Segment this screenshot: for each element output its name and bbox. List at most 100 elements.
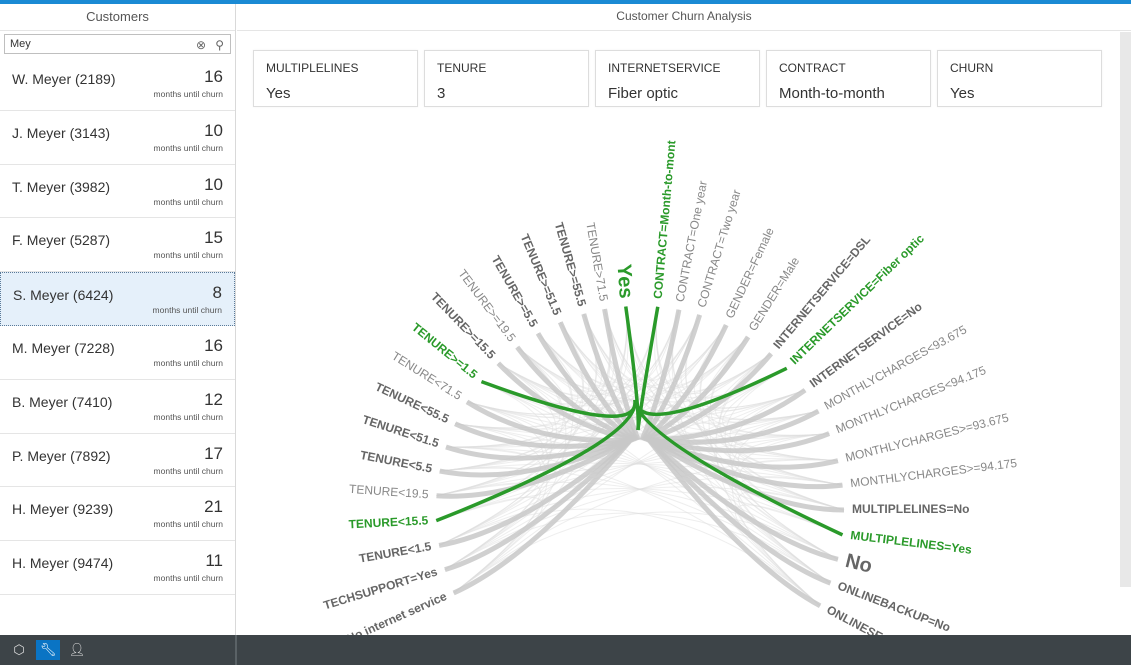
months-value: 11 (205, 551, 223, 571)
chord-link (445, 437, 632, 461)
attribute-cards: MULTIPLELINES Yes TENURE 3 INTERNETSERVICE… (253, 50, 1102, 107)
months-value: 10 (204, 120, 223, 140)
chord-link (515, 345, 635, 443)
package-icon[interactable]: ⬡ (13, 642, 25, 657)
chord-link (498, 362, 821, 607)
highlighted-link (480, 379, 637, 418)
customer-name: H. Meyer (9474) (12, 555, 114, 572)
months-value: 15 (204, 228, 223, 248)
customer-list: W. Meyer (2189) 16 months until churn J. … (0, 57, 235, 595)
chord-link (647, 438, 822, 608)
chord-link (445, 446, 821, 607)
card-value: Month-to-month (779, 85, 885, 102)
chord-link (438, 438, 632, 548)
chord-node-label[interactable]: CONTRACT=Month-to-mont (651, 140, 679, 300)
chord-link (642, 324, 729, 442)
customers-panel: Customers Mey ⊗ ⚲ W. Meyer (2189) 16 mon… (0, 4, 236, 635)
card-value: 3 (437, 85, 446, 102)
customer-list-item[interactable]: P. Meyer (7892) 17 months until churn (0, 434, 235, 488)
top-accent-bar (0, 0, 1131, 4)
customer-list-item[interactable]: W. Meyer (2189) 16 months until churn (0, 57, 235, 111)
attribute-card: CHURN Yes (937, 50, 1102, 107)
chord-link (438, 508, 821, 607)
search-value: Mey (10, 38, 31, 50)
customer-name: F. Meyer (5287) (12, 232, 111, 249)
months-caption: months until churn (153, 250, 223, 261)
months-caption: months until churn (153, 573, 223, 584)
customer-list-item[interactable]: J. Meyer (3143) 10 months until churn (0, 111, 235, 165)
panel-title: Customers (0, 4, 235, 31)
scrollbar[interactable] (1120, 32, 1131, 587)
customer-name: S. Meyer (6424) (13, 287, 114, 304)
chord-node-label[interactable]: TENURE<1.5 (358, 539, 433, 566)
customer-list-item[interactable]: B. Meyer (7410) 12 months until churn (0, 380, 235, 434)
months-value: 10 (204, 174, 223, 194)
card-value: Yes (266, 85, 291, 102)
search-input[interactable]: Mey ⊗ ⚲ (4, 34, 231, 54)
customer-name: T. Meyer (3982) (12, 178, 111, 195)
footer-toolbar: ⬡ 🔧︎ 👤︎ (0, 635, 1131, 665)
chord-link (647, 438, 832, 586)
chord-link (439, 437, 631, 478)
customer-name: P. Meyer (7892) (12, 447, 111, 464)
customer-list-item[interactable]: H. Meyer (9239) 21 months until churn (0, 487, 235, 542)
chord-node-label[interactable]: TENURE<15.5 (348, 513, 429, 531)
months-caption: months until churn (153, 357, 223, 368)
chord-link (444, 438, 633, 573)
chord-link (455, 309, 680, 429)
card-label: MULTIPLELINES (266, 61, 359, 75)
attribute-card: CONTRACT Month-to-month (766, 50, 931, 107)
months-value: 16 (204, 335, 223, 355)
chord-link (496, 361, 634, 443)
chord-node-label[interactable]: TENURE<19.5 (349, 482, 430, 502)
chord-node-label[interactable]: TENURE<5.5 (359, 448, 434, 476)
months-caption: months until churn (152, 305, 222, 316)
chord-link (640, 314, 703, 442)
search-icon[interactable]: ⚲ (215, 38, 224, 52)
chord-node-label[interactable]: MULTIPLELINES=Yes (850, 528, 973, 557)
card-label: TENURE (437, 61, 487, 75)
divider (235, 635, 237, 665)
months-value: 16 (204, 67, 223, 86)
customer-list-item[interactable]: F. Meyer (5287) 15 months until churn (0, 218, 235, 273)
analysis-panel: Customer Churn Analysis MULTIPLELINES Ye… (237, 4, 1131, 635)
attribute-card: TENURE 3 (424, 50, 589, 107)
user-icon[interactable]: 👤︎ (68, 642, 86, 657)
chord-link (639, 309, 682, 441)
months-caption: months until churn (153, 142, 223, 153)
customer-list-item[interactable]: M. Meyer (7228) 16 months until churn (0, 326, 235, 380)
customer-list-item[interactable]: H. Meyer (9474) 11 months until churn (0, 541, 235, 595)
customer-name: W. Meyer (2189) (12, 71, 116, 87)
attribute-card: MULTIPLELINES Yes (253, 50, 418, 107)
customer-name: J. Meyer (3143) (12, 124, 111, 141)
customer-list-item[interactable]: T. Meyer (3982) 10 months until churn (0, 165, 235, 219)
chord-link (648, 438, 839, 562)
clear-icon[interactable]: ⊗ (195, 38, 206, 52)
months-value: 8 (212, 283, 222, 303)
chord-link (535, 332, 637, 443)
months-caption: months until churn (153, 465, 223, 476)
chord-link (604, 308, 680, 380)
highlighted-link (636, 306, 660, 431)
chord-node-label[interactable]: Yes (613, 263, 637, 299)
chord-link (704, 336, 806, 412)
months-caption: months until churn (153, 196, 223, 207)
chord-node-label[interactable]: No (843, 550, 874, 578)
chord-link (454, 421, 632, 449)
customer-list-item[interactable]: S. Meyer (6424) 8 months until churn (0, 272, 235, 326)
chord-link (436, 437, 632, 499)
chord-diagram: TECHSUPPORT=No internet serviceTECHSUPPO… (255, 140, 1018, 635)
chord-node-label[interactable]: MONTHLYCHARGES>=94.175 (849, 456, 1018, 490)
chord-link (465, 399, 632, 444)
attribute-card: INTERNETSERVICE Fiber optic (595, 50, 760, 107)
chord-link (452, 438, 633, 596)
chord-node-label[interactable]: MULTIPLELINES=No (852, 502, 969, 516)
months-value: 21 (204, 497, 223, 517)
card-label: CHURN (950, 61, 994, 75)
chord-node-label[interactable]: TENURE>71.5 (583, 221, 611, 302)
chord-link (738, 490, 845, 584)
wrench-icon[interactable]: 🔧︎ (36, 640, 60, 660)
customer-name: H. Meyer (9239) (12, 501, 114, 518)
chord-link (581, 313, 640, 442)
chord-link (602, 308, 641, 441)
